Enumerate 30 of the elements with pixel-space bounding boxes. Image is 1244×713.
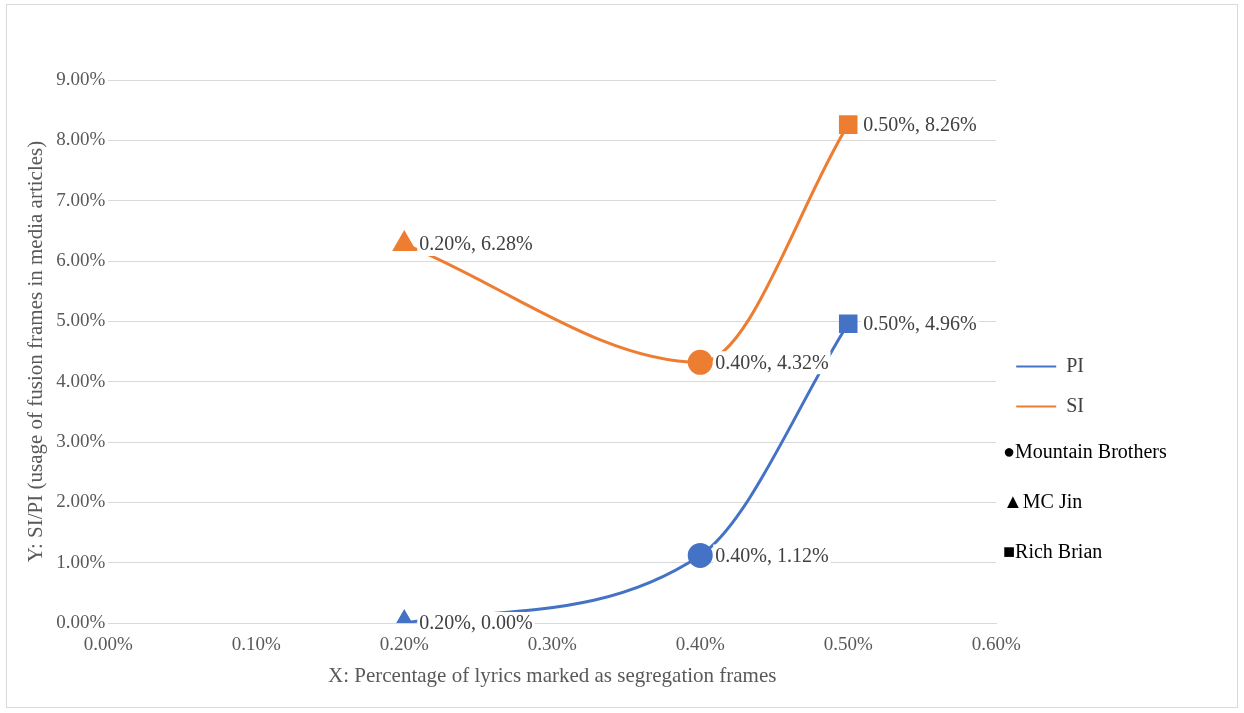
x-tick-label: 0.20% [379,633,429,655]
text: ▲MC Jin [1003,490,1083,513]
y-tick-label: 0.00% [56,610,106,632]
legend-label: SI [1066,393,1085,416]
y-tick-label: 3.00% [56,429,106,451]
y-tick-label: 4.00% [56,369,106,391]
text: ■Rich Brian [1003,540,1103,563]
y-tick-label: 6.00% [56,248,106,270]
data-label: 0.50%, 8.26% [863,112,977,135]
legend-label: PI [1066,353,1085,376]
x-tick-label: 0.10% [231,633,281,655]
x-tick-label: 0.30% [527,633,577,655]
text: ●Mountain Brothers [1003,440,1167,463]
data-label: 0.50%, 4.96% [863,312,977,334]
y-tick-label: 5.00% [56,309,106,331]
y-tick-label: 2.00% [56,490,106,512]
x-tick-label: 0.00% [83,633,133,655]
y-tick-label: 8.00% [56,128,106,150]
data-label: 0.20%, 0.00% [419,611,533,634]
y-tick-label: 7.00% [56,188,106,210]
data-label: 0.40%, 1.12% [715,543,829,566]
y-axis-title: Y: SI/PI (usage of fusion frames in media articles) [23,140,48,563]
x-tick-label: 0.40% [675,633,725,655]
y-tick-label: 9.00% [56,67,106,89]
x-axis-title: X: Percentage of lyrics marked as segregation frames [328,662,777,687]
x-tick-label: 0.50% [823,633,873,655]
y-tick-label: 1.00% [56,550,106,572]
x-tick-label: 0.60% [971,633,1021,655]
data-label: 0.40%, 4.32% [715,350,829,373]
data-label: 0.20%, 6.28% [419,232,533,255]
